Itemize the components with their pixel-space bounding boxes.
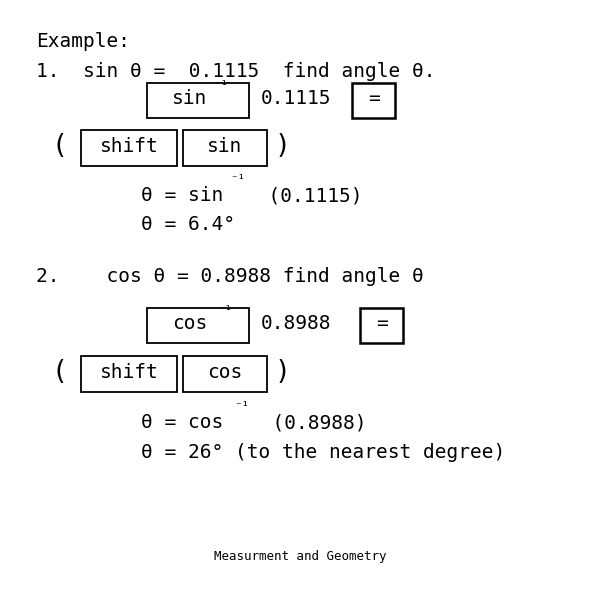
Text: ⁻¹: ⁻¹ — [214, 79, 229, 92]
Text: sin: sin — [208, 137, 242, 155]
Text: cos: cos — [208, 363, 242, 382]
Text: (0.8988): (0.8988) — [249, 413, 367, 432]
FancyBboxPatch shape — [81, 356, 177, 392]
FancyBboxPatch shape — [147, 308, 249, 343]
FancyBboxPatch shape — [360, 308, 403, 343]
FancyBboxPatch shape — [147, 83, 249, 118]
Text: θ = 26° (to the nearest degree): θ = 26° (to the nearest degree) — [141, 443, 505, 462]
Text: θ = 6.4°: θ = 6.4° — [141, 216, 235, 234]
Text: Example:: Example: — [36, 32, 130, 51]
Text: =: = — [376, 315, 388, 333]
Text: Measurment and Geometry: Measurment and Geometry — [214, 550, 386, 563]
Text: θ = sin: θ = sin — [141, 186, 223, 205]
Text: ): ) — [274, 359, 290, 385]
Text: θ = cos: θ = cos — [141, 413, 223, 432]
Text: (0.1115): (0.1115) — [245, 186, 362, 205]
FancyBboxPatch shape — [183, 130, 267, 166]
Text: =: = — [368, 90, 380, 108]
Text: ⁻¹: ⁻¹ — [230, 173, 245, 186]
Text: ⁻¹: ⁻¹ — [217, 304, 232, 317]
Text: sin: sin — [172, 90, 208, 108]
FancyBboxPatch shape — [183, 356, 267, 392]
Text: 2.    cos θ = 0.8988 find angle θ: 2. cos θ = 0.8988 find angle θ — [36, 267, 424, 286]
Text: (: ( — [51, 133, 67, 159]
Text: 0.8988: 0.8988 — [261, 315, 331, 333]
FancyBboxPatch shape — [352, 83, 395, 118]
Text: cos: cos — [172, 315, 208, 333]
Text: (: ( — [51, 359, 67, 385]
Text: ⁻¹: ⁻¹ — [234, 400, 249, 413]
Text: ): ) — [274, 133, 290, 159]
Text: 1.  sin θ =  0.1115  find angle θ.: 1. sin θ = 0.1115 find angle θ. — [36, 62, 436, 81]
FancyBboxPatch shape — [81, 130, 177, 166]
Text: 0.1115: 0.1115 — [261, 90, 331, 108]
Text: shift: shift — [100, 137, 158, 155]
Text: shift: shift — [100, 363, 158, 382]
